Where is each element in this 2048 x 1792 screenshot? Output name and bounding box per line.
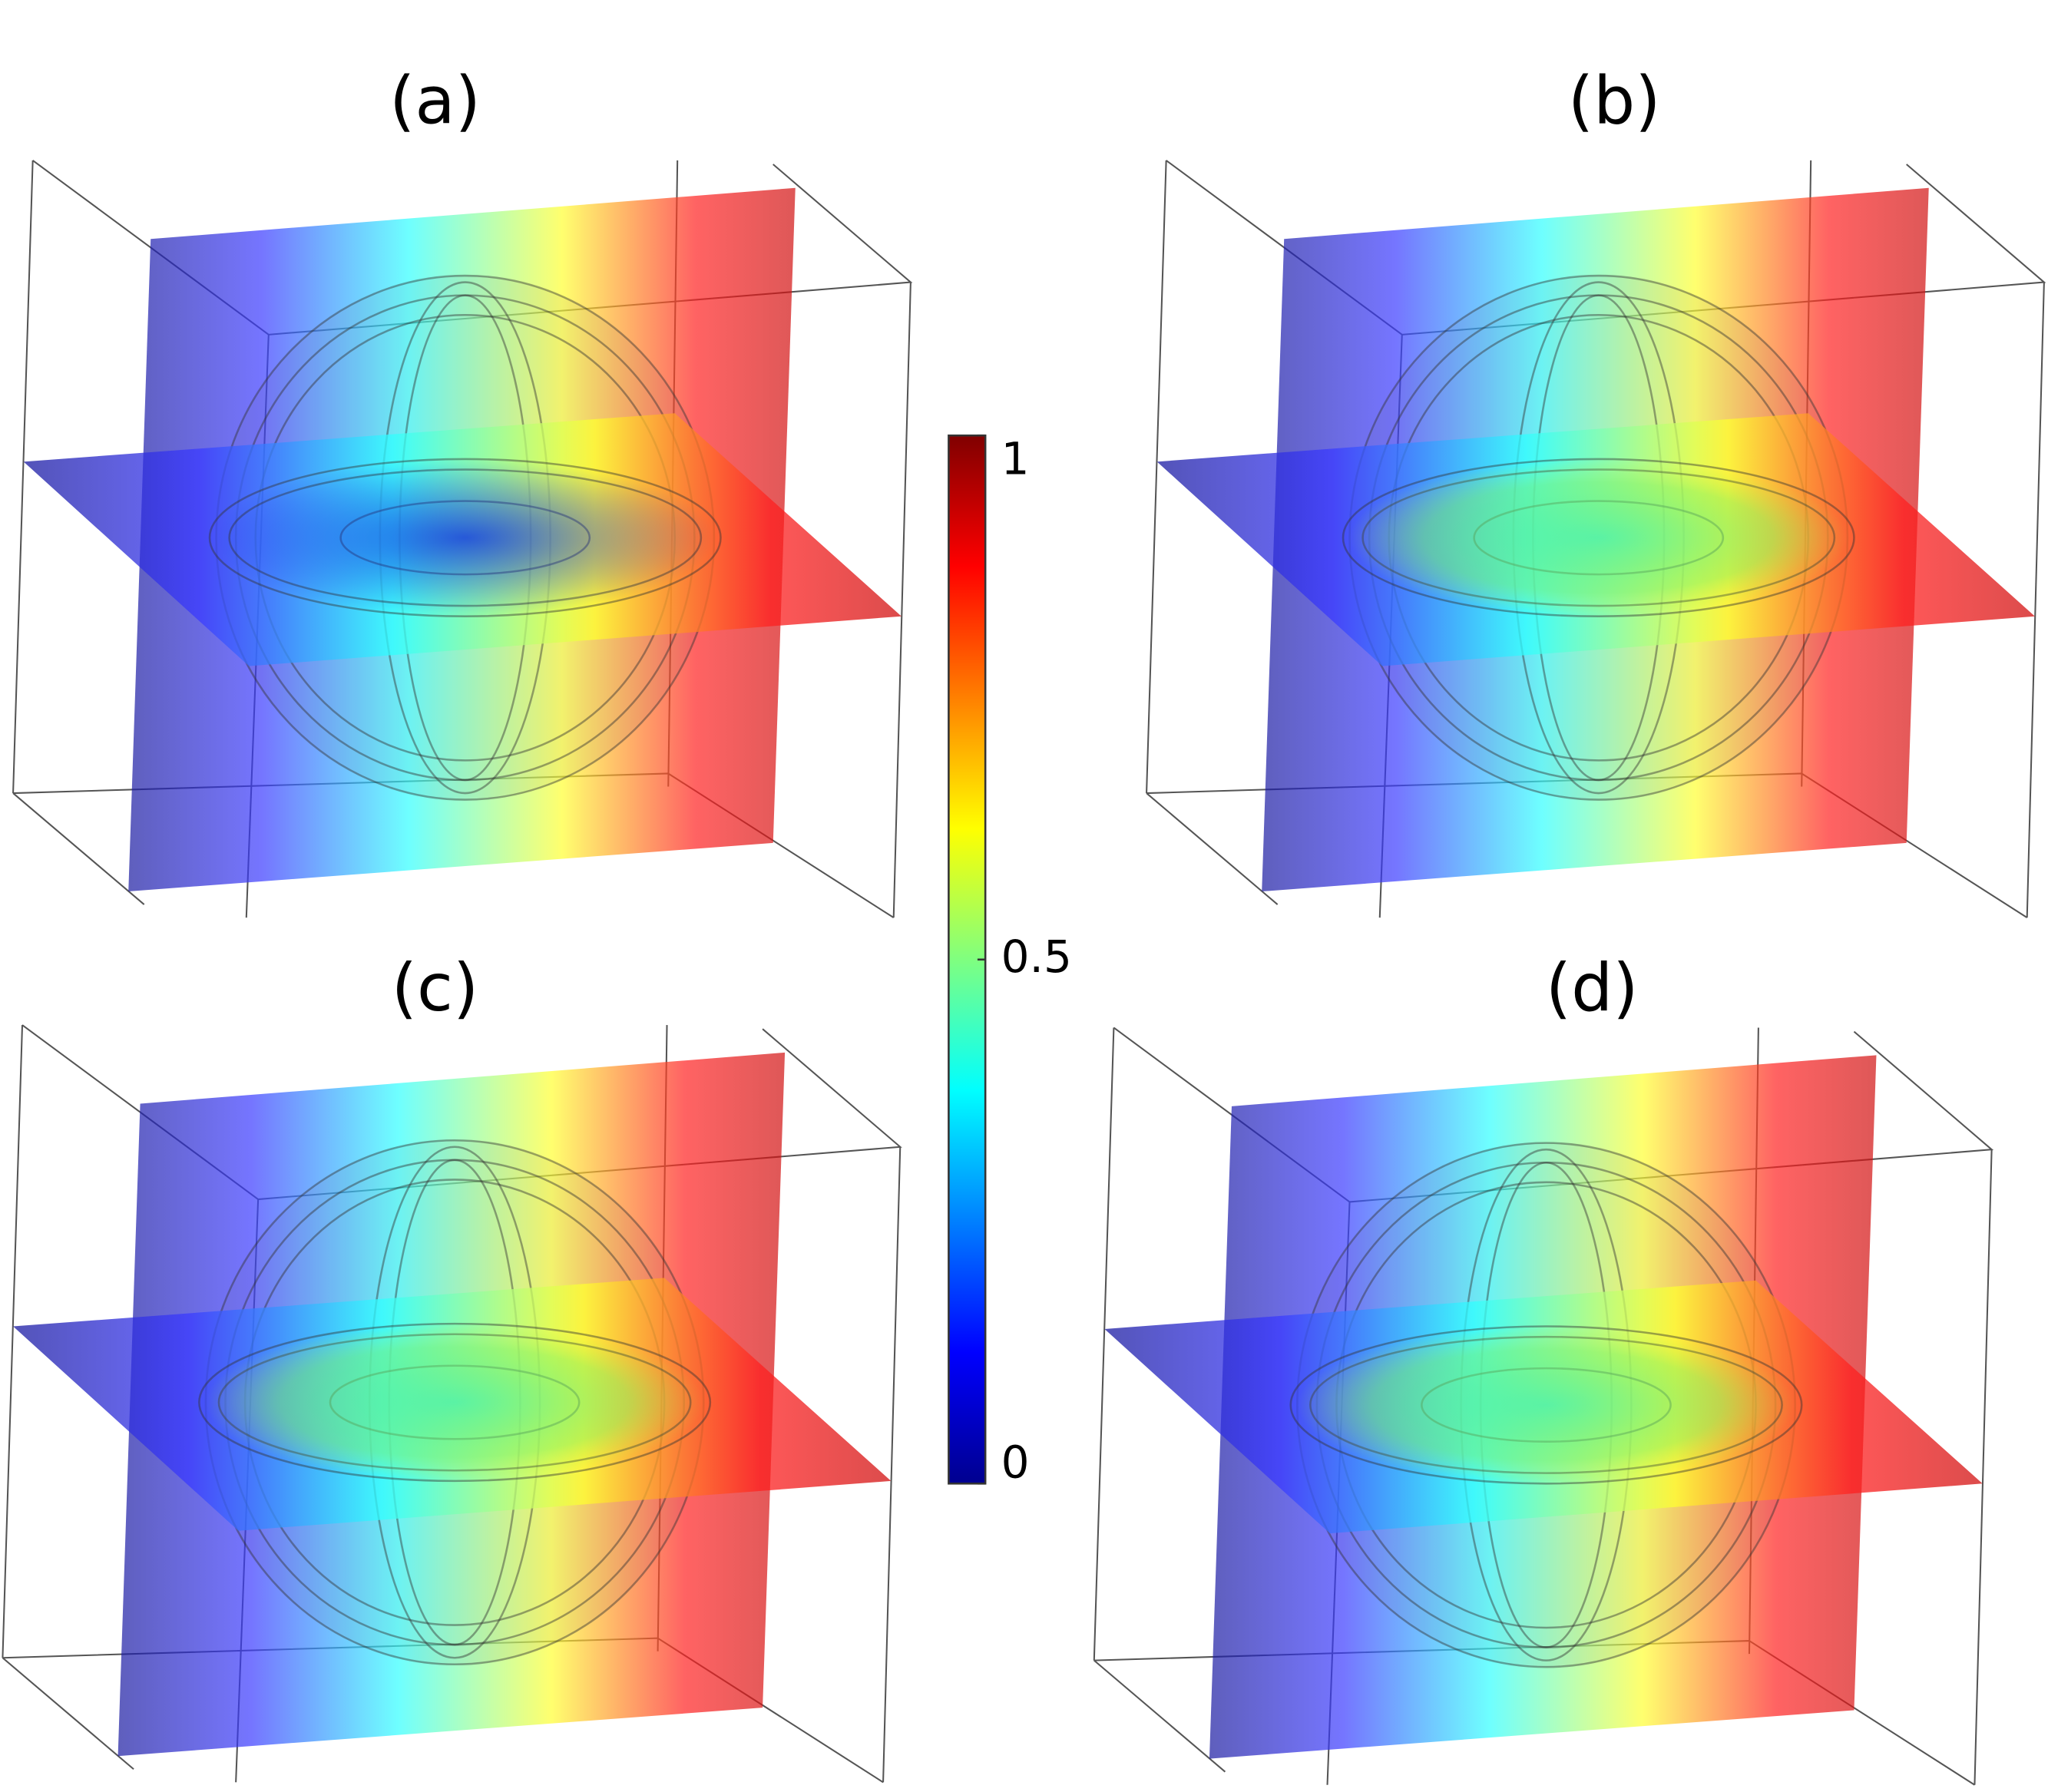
panel-a: (a) [12,64,912,919]
panel-b: (b) [1145,64,2046,919]
colorbar: 00.51 [948,432,1072,1489]
panel-label: (d) [1546,951,1639,1027]
panel-label: (a) [389,64,481,140]
panel-c: (c) [2,951,902,1784]
tick-label: 1 [1001,432,1030,484]
panel-label: (b) [1568,64,1661,140]
tick-label: 0 [1001,1437,1030,1489]
tick-label: 0.5 [1001,931,1072,983]
panel-d: (d) [1093,951,1993,1787]
panel-label: (c) [392,951,478,1027]
